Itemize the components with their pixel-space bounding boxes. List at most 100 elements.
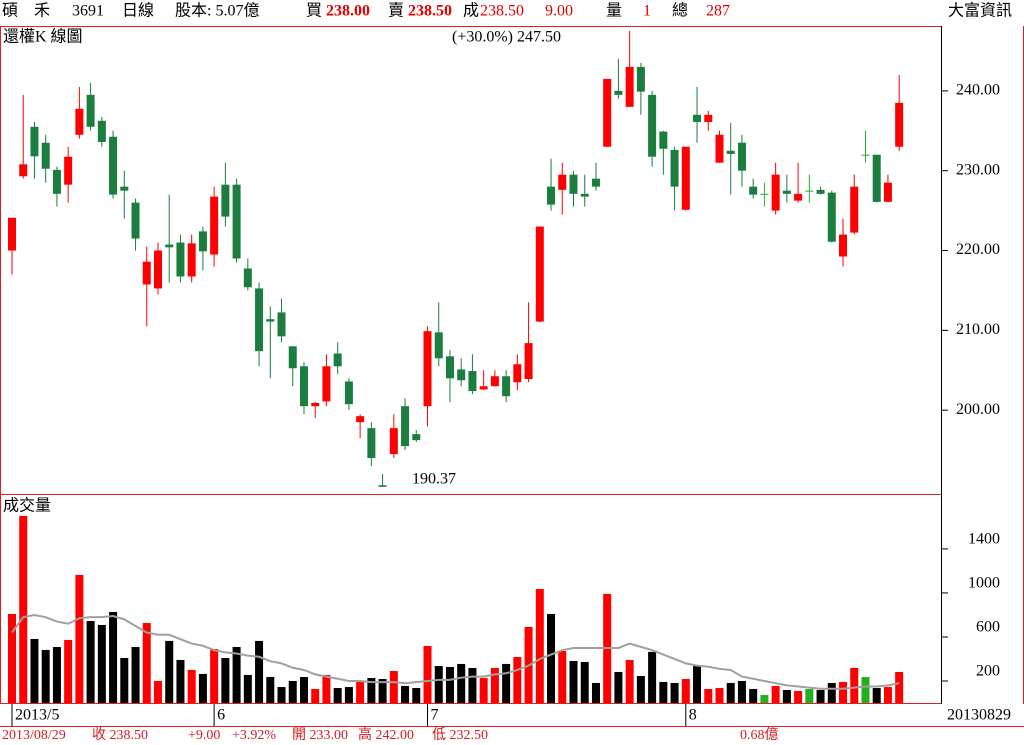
candle-body <box>535 226 544 322</box>
candle-body <box>142 261 151 285</box>
candle-body <box>378 485 387 487</box>
y-tick-label: 1000 <box>968 575 1000 592</box>
volume-bar <box>749 689 758 703</box>
candle-body <box>423 331 432 407</box>
candle-body <box>52 169 61 194</box>
volume-bar <box>569 660 578 703</box>
last: 238.50 <box>480 3 524 20</box>
volume-bar <box>558 650 567 703</box>
candle-body <box>232 184 241 259</box>
top-bar: 碩 禾 3691 日線 股本: 5.07億 買 238.00 賣 238.50 … <box>2 2 1012 20</box>
candle-body <box>187 243 196 277</box>
y-tick-label: 1400 <box>968 531 1000 548</box>
ask: 238.50 <box>408 3 452 20</box>
candle-body <box>457 369 466 381</box>
volume-bar <box>344 687 353 703</box>
volume-bar <box>614 671 623 703</box>
candle-body <box>659 131 668 149</box>
candle-body <box>749 186 758 195</box>
candle-body <box>805 190 814 192</box>
candle-body <box>636 66 645 92</box>
volume-bar <box>97 624 106 703</box>
volume-bar <box>895 671 904 703</box>
candle-body <box>569 174 578 194</box>
candle-body <box>19 164 28 177</box>
candle-body <box>266 319 275 322</box>
volume-bar <box>109 611 118 703</box>
footer-close: 收 238.50 <box>92 727 148 743</box>
candle-body <box>468 371 477 392</box>
price-title: 還權K 線圖 <box>3 28 83 46</box>
candle-body <box>681 146 690 210</box>
candle-body <box>153 250 162 289</box>
candle-body <box>165 244 174 248</box>
volume-bar <box>468 668 477 703</box>
ask-label: 賣 <box>388 2 404 20</box>
volume-bar <box>176 659 185 703</box>
volume-bar <box>771 685 780 703</box>
volume-bar <box>142 622 151 703</box>
volume-bar <box>165 640 174 703</box>
volume-bar <box>782 690 791 703</box>
x-tick-label: 6 <box>217 707 225 724</box>
candle-body <box>30 126 39 157</box>
candle-body <box>872 154 881 202</box>
volume-bar <box>243 674 252 703</box>
candle-body <box>704 114 713 122</box>
volume-bar <box>816 690 825 703</box>
vol: 1 <box>643 3 651 20</box>
candle-body <box>401 406 410 447</box>
volume-bar <box>670 682 679 703</box>
volume-bar <box>737 680 746 703</box>
candle-body <box>389 428 398 455</box>
volume-bar <box>794 691 803 703</box>
volume-title: 成交量 <box>3 497 51 515</box>
candle-body <box>8 217 16 251</box>
volume-bar <box>210 648 219 703</box>
volume-bar <box>648 651 657 703</box>
volume-bar <box>861 677 870 703</box>
candle-body <box>670 149 679 187</box>
y-tick-label: 230.00 <box>956 161 1000 178</box>
volume-bar <box>490 668 499 703</box>
volume-bar <box>883 687 892 703</box>
total: 287 <box>706 3 730 20</box>
volume-bar <box>580 661 589 703</box>
volume-bar <box>659 681 668 703</box>
vol-label: 量 <box>606 3 622 20</box>
candle-body <box>131 202 140 239</box>
volume-bar <box>479 678 488 703</box>
candle-body <box>591 178 600 187</box>
candle-body <box>603 78 612 147</box>
volume-bar <box>356 681 365 703</box>
volume-bar <box>277 687 286 703</box>
candle-body <box>726 150 735 154</box>
volume-bar <box>423 645 432 703</box>
volume-bar <box>299 677 308 703</box>
footer-high: 高 242.00 <box>358 726 414 743</box>
candle-body <box>883 182 892 202</box>
y-tick-label: 210.00 <box>956 321 1000 338</box>
candle-body <box>895 102 904 147</box>
volume-bar <box>120 657 129 703</box>
candle-body <box>760 193 769 195</box>
candle-body <box>97 120 106 142</box>
candle-body <box>827 192 836 242</box>
volume-bar <box>760 694 769 703</box>
volume-bar <box>131 646 140 703</box>
candle-body <box>445 356 454 379</box>
candle-body <box>816 189 825 194</box>
candle-body <box>64 156 73 185</box>
candle-body <box>75 108 84 135</box>
volume-bar <box>232 646 241 703</box>
volume-bar <box>266 677 275 703</box>
volume-ma-line <box>11 613 900 690</box>
volume-bar <box>726 682 735 703</box>
low-annotation: 190.37 <box>412 471 456 488</box>
volume-bar <box>827 682 836 703</box>
candle-body <box>356 416 365 423</box>
volume-bar <box>693 666 702 703</box>
bid-label: 買 <box>306 3 322 20</box>
